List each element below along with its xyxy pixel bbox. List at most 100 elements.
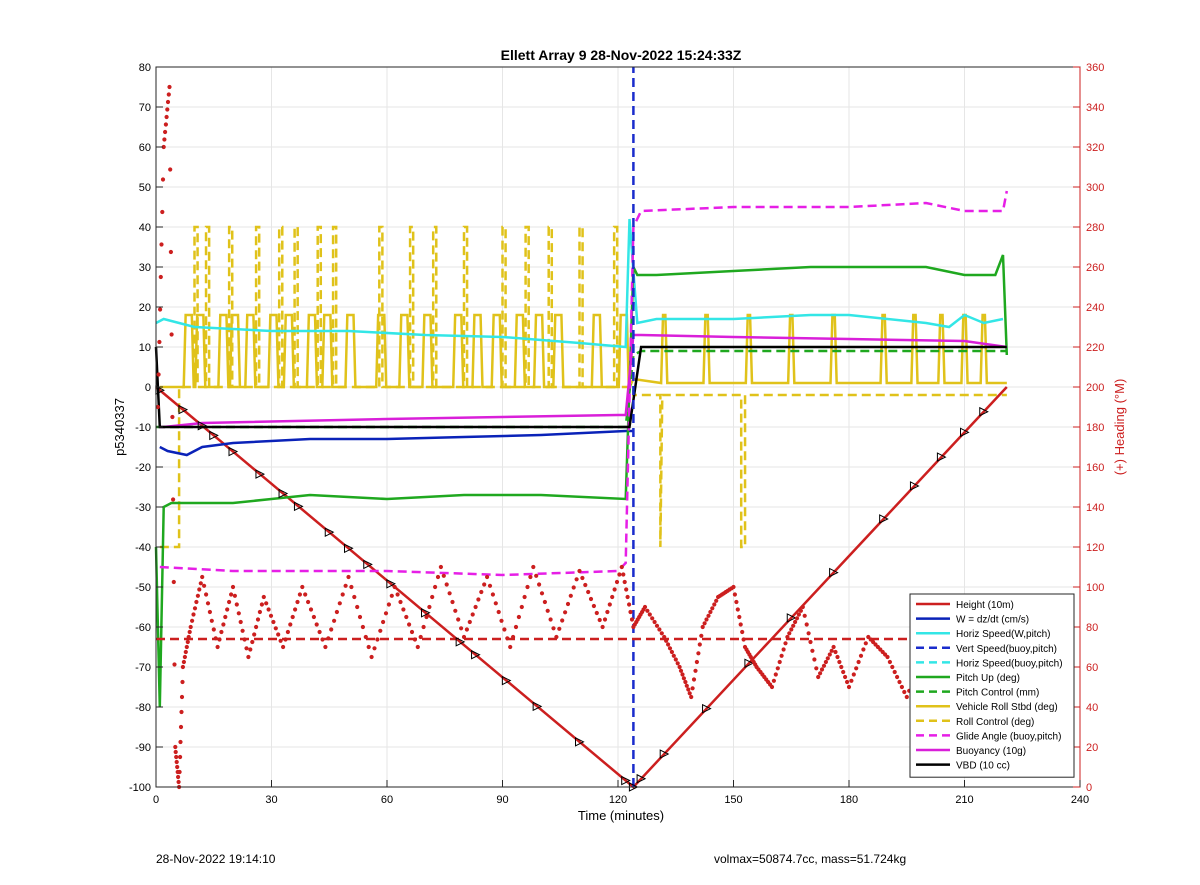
heading-point xyxy=(476,597,481,602)
heading-point xyxy=(574,577,579,582)
y-right-tick-label: 40 xyxy=(1086,702,1098,714)
heading-point xyxy=(202,583,207,588)
heading-point xyxy=(694,659,700,665)
legend-label: Vert Speed(buoy,pitch) xyxy=(956,644,1057,655)
heading-point xyxy=(421,624,426,630)
heading-point xyxy=(242,637,247,642)
heading-point xyxy=(194,599,199,605)
height-marker xyxy=(386,578,396,589)
heading-point xyxy=(311,614,316,620)
heading-point xyxy=(706,613,711,618)
heading-point xyxy=(485,574,490,580)
footer-timestamp: 28-Nov-2022 19:14:10 xyxy=(156,852,276,866)
heading-point xyxy=(200,574,205,580)
heading-point xyxy=(168,167,173,172)
heading-point xyxy=(340,592,345,597)
heading-point xyxy=(268,613,274,618)
heading-point xyxy=(464,627,469,632)
height-marker xyxy=(455,637,466,647)
heading-point xyxy=(854,666,859,671)
heading-point xyxy=(700,624,705,630)
y-right-tick-label: 320 xyxy=(1086,142,1104,154)
heading-point xyxy=(238,619,243,625)
heading-point xyxy=(508,644,513,650)
height-marker xyxy=(532,701,543,712)
y-left-tick-label: -60 xyxy=(135,622,151,634)
heading-point xyxy=(789,627,794,632)
heading-point xyxy=(281,644,286,650)
heading-point xyxy=(895,674,900,680)
heading-point xyxy=(254,624,259,630)
heading-point xyxy=(505,636,510,641)
heading-point xyxy=(169,332,174,337)
heading-point xyxy=(166,92,171,97)
heading-point xyxy=(846,684,852,690)
heading-point xyxy=(398,599,403,605)
height-marker xyxy=(197,420,208,431)
heading-point xyxy=(378,628,383,633)
heading-point xyxy=(819,667,825,672)
legend-label: VBD (10 cc) xyxy=(956,761,1010,772)
chart-title: Ellett Array 9 28-Nov-2022 15:24:33Z xyxy=(501,47,742,63)
heading-point xyxy=(597,617,602,623)
heading-point xyxy=(810,648,815,653)
heading-point xyxy=(666,642,671,647)
heading-point xyxy=(217,637,222,642)
legend-label: Horiz Speed(buoy,pitch) xyxy=(956,658,1063,669)
height-marker xyxy=(744,658,755,669)
heading-point xyxy=(401,607,406,612)
heading-point xyxy=(179,694,185,700)
legend: Height (10m) W = dz/dt (cm/s) Horiz Speed(… xyxy=(909,593,1075,778)
heading-point xyxy=(250,639,255,645)
y-right-tick-label: 120 xyxy=(1086,542,1104,554)
heading-point xyxy=(693,668,698,673)
heading-point xyxy=(288,622,293,627)
heading-point xyxy=(360,624,365,630)
heading-point xyxy=(625,594,630,600)
heading-point xyxy=(740,629,745,635)
heading-point xyxy=(160,209,165,215)
heading-point xyxy=(172,662,177,667)
heading-point xyxy=(775,666,780,671)
heading-point xyxy=(174,754,179,760)
y-right-tick-label: 340 xyxy=(1086,102,1104,114)
y-left-tick-label: 40 xyxy=(139,222,151,234)
heading-point xyxy=(211,627,216,632)
heading-point xyxy=(259,602,264,607)
heading-point xyxy=(366,644,371,650)
heading-point xyxy=(804,622,809,627)
heading-point xyxy=(163,122,168,127)
heading-point xyxy=(363,634,368,640)
heading-point xyxy=(791,623,796,628)
heading-point xyxy=(583,582,588,588)
heading-point xyxy=(221,622,226,627)
y-right-tick-label: 60 xyxy=(1086,662,1098,674)
heading-point xyxy=(409,629,415,635)
heading-point xyxy=(785,634,790,640)
height-marker xyxy=(636,773,647,784)
heading-point xyxy=(614,579,620,585)
heading-point xyxy=(816,674,821,680)
y-left-tick-label: -40 xyxy=(135,542,151,554)
heading-point xyxy=(602,617,608,622)
heading-point xyxy=(563,610,568,615)
heading-point xyxy=(470,612,475,617)
heading-point xyxy=(197,587,202,592)
heading-point xyxy=(435,574,441,580)
heading-point xyxy=(571,585,576,590)
heading-point xyxy=(510,634,516,640)
footer-mass-info: volmax=50874.7cc, mass=51.724kg xyxy=(714,852,907,866)
plot-area xyxy=(154,67,1009,792)
heading-point xyxy=(392,584,397,590)
heading-point xyxy=(897,679,902,685)
heading-point xyxy=(683,679,688,685)
heading-point xyxy=(167,84,172,90)
heading-point xyxy=(689,694,694,700)
heading-point xyxy=(178,754,183,760)
y-left-tick-label: -90 xyxy=(135,742,151,754)
x-tick-label: 90 xyxy=(496,794,508,806)
heading-point xyxy=(171,497,176,502)
heading-point xyxy=(204,592,209,597)
heading-point xyxy=(424,614,429,620)
heading-point xyxy=(461,634,467,640)
